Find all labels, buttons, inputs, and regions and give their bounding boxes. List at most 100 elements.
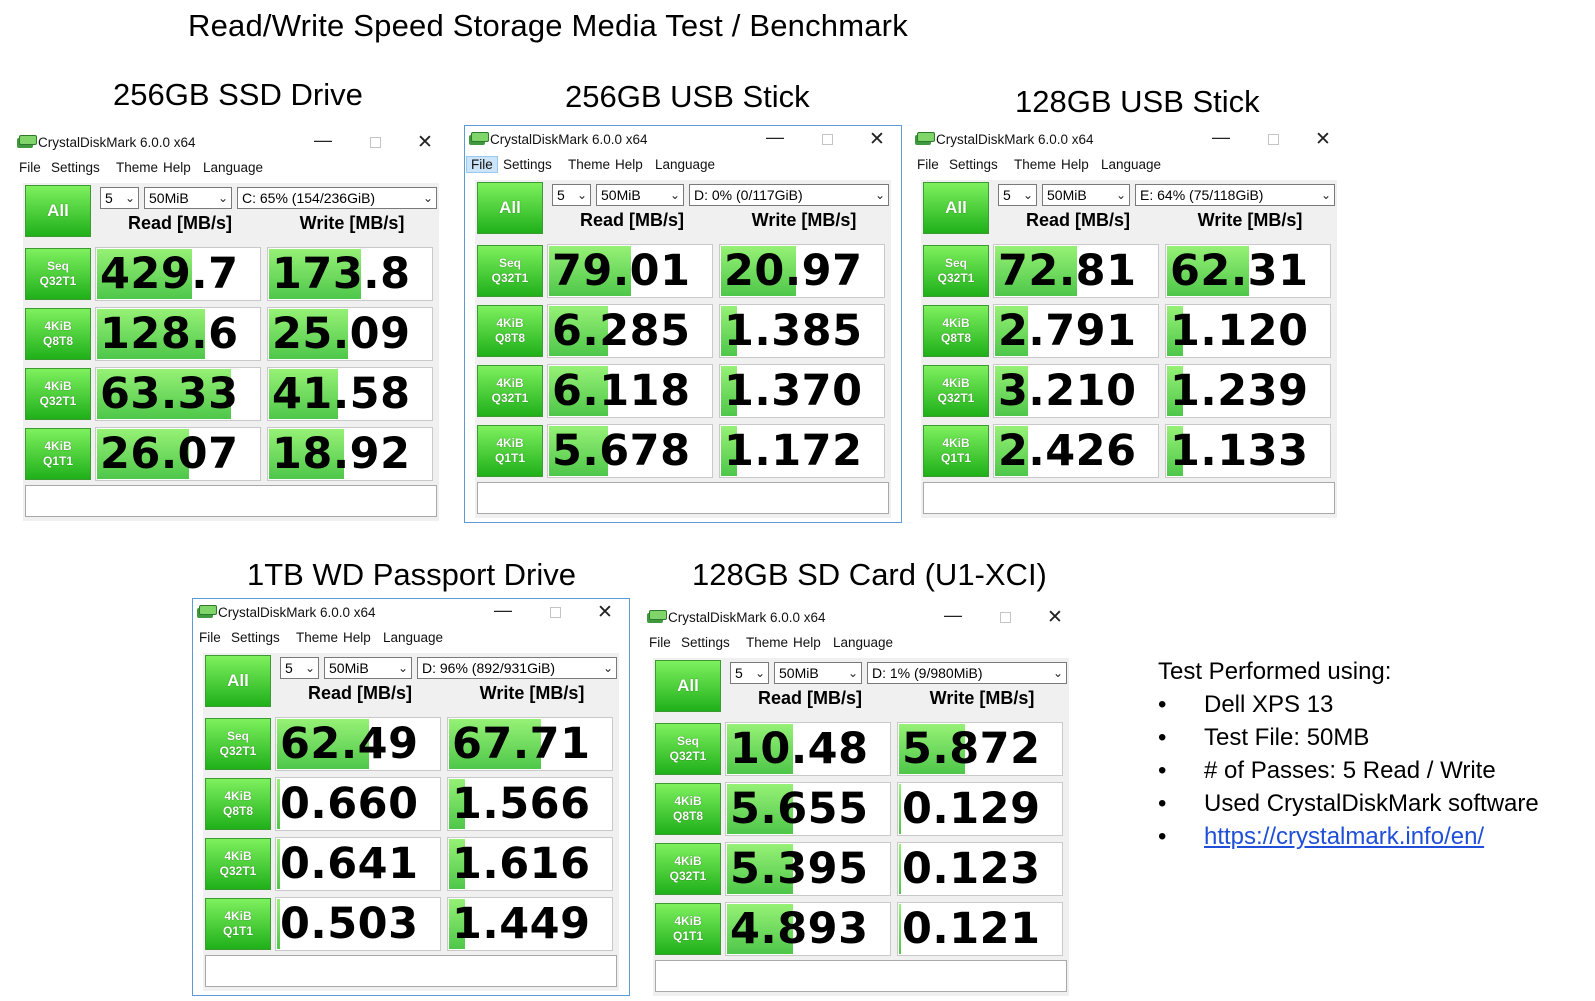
test-button[interactable]: 4KiB Q8T8 <box>655 783 721 835</box>
test-button[interactable]: 4KiB Q32T1 <box>923 365 989 417</box>
all-button[interactable]: All <box>205 655 271 707</box>
menu-item[interactable]: Theme <box>116 160 159 175</box>
test-button[interactable]: 4KiB Q1T1 <box>205 898 271 950</box>
menu-item[interactable]: Language <box>1101 157 1162 172</box>
test-count-select[interactable]: 5 ⌄ <box>998 184 1037 206</box>
maximize-button[interactable] <box>991 606 1019 628</box>
all-button[interactable]: All <box>923 182 989 234</box>
close-button[interactable]: ✕ <box>1315 128 1331 150</box>
comment-field[interactable] <box>25 485 437 517</box>
note-item: • Used CrystalDiskMark software <box>1158 787 1539 820</box>
test-button[interactable]: 4KiB Q32T1 <box>25 368 91 420</box>
close-button[interactable]: ✕ <box>417 131 433 153</box>
menu-item[interactable]: Theme <box>1014 157 1057 172</box>
title-bar[interactable]: CrystalDiskMark 6.0.0 x64 — ✕ <box>465 126 901 152</box>
menu-item[interactable]: Settings <box>681 635 730 650</box>
all-button[interactable]: All <box>655 660 721 712</box>
test-size-select[interactable]: 50MiB ⌄ <box>774 662 862 684</box>
all-button[interactable]: All <box>25 185 91 237</box>
menu-item[interactable]: Help <box>343 630 371 645</box>
menu-item[interactable]: Language <box>203 160 264 175</box>
all-button[interactable]: All <box>477 182 543 234</box>
test-button[interactable]: 4KiB Q32T1 <box>205 838 271 890</box>
test-count-select[interactable]: 5 ⌄ <box>100 187 139 209</box>
test-size-select[interactable]: 50MiB ⌄ <box>1042 184 1130 206</box>
notes-list: • Dell XPS 13 • Test File: 50MB • # of Pass… <box>1158 688 1539 853</box>
comment-field[interactable] <box>923 482 1335 514</box>
test-button[interactable]: 4KiB Q1T1 <box>25 428 91 480</box>
title-bar[interactable]: CrystalDiskMark 6.0.0 x64 — ✕ <box>193 599 629 625</box>
test-button[interactable]: Seq Q32T1 <box>655 723 721 775</box>
minimize-button[interactable]: — <box>944 604 962 625</box>
drive-select[interactable]: D: 0% (0/117GiB) ⌄ <box>689 184 889 206</box>
test-button[interactable]: 4KiB Q1T1 <box>655 903 721 955</box>
test-button[interactable]: 4KiB Q8T8 <box>25 308 91 360</box>
test-size-select[interactable]: 50MiB ⌄ <box>596 184 684 206</box>
minimize-button[interactable]: — <box>314 129 332 150</box>
drive-select[interactable]: C: 65% (154/236GiB) ⌄ <box>237 187 437 209</box>
menu-item[interactable]: Language <box>833 635 894 650</box>
menu-item[interactable]: Theme <box>296 630 339 645</box>
menu-item[interactable]: File <box>649 635 671 650</box>
test-button[interactable]: Seq Q32T1 <box>477 245 543 297</box>
write-bar <box>899 724 965 774</box>
maximize-button[interactable] <box>1259 128 1287 150</box>
test-count-select[interactable]: 5 ⌄ <box>552 184 591 206</box>
test-button[interactable]: 4KiB Q8T8 <box>923 305 989 357</box>
bullet-icon: • <box>1158 691 1167 718</box>
test-count-select[interactable]: 5 ⌄ <box>730 662 769 684</box>
comment-field[interactable] <box>655 960 1067 992</box>
menu-item[interactable]: File <box>19 160 41 175</box>
menu-item[interactable]: Settings <box>231 630 280 645</box>
note-item: • Test File: 50MB <box>1158 721 1539 754</box>
title-bar[interactable]: CrystalDiskMark 6.0.0 x64 — ✕ <box>13 129 449 155</box>
test-button[interactable]: 4KiB Q1T1 <box>477 425 543 477</box>
menu-item[interactable]: Help <box>615 157 643 172</box>
drive-select[interactable]: D: 96% (892/931GiB) ⌄ <box>417 657 617 679</box>
test-size-select[interactable]: 50MiB ⌄ <box>144 187 232 209</box>
drive-select[interactable]: E: 64% (75/118GiB) ⌄ <box>1135 184 1335 206</box>
menu-item[interactable]: Theme <box>746 635 789 650</box>
menu-item[interactable]: Settings <box>503 157 552 172</box>
crystalmark-link[interactable]: https://crystalmark.info/en/ <box>1204 823 1485 850</box>
test-button[interactable]: Seq Q32T1 <box>25 248 91 300</box>
test-count-select[interactable]: 5 ⌄ <box>280 657 319 679</box>
test-button[interactable]: 4KiB Q1T1 <box>923 425 989 477</box>
test-button[interactable]: 4KiB Q8T8 <box>477 305 543 357</box>
comment-field[interactable] <box>477 482 889 514</box>
test-button[interactable]: 4KiB Q32T1 <box>477 365 543 417</box>
minimize-button[interactable]: — <box>1212 126 1230 147</box>
close-button[interactable]: ✕ <box>869 128 885 150</box>
menu-item[interactable]: File <box>466 156 498 173</box>
menu-item[interactable]: Settings <box>949 157 998 172</box>
test-size-select[interactable]: 50MiB ⌄ <box>324 657 412 679</box>
comment-field[interactable] <box>205 955 617 987</box>
maximize-button[interactable] <box>813 128 841 150</box>
test-button[interactable]: 4KiB Q32T1 <box>655 843 721 895</box>
read-result: 4.893 <box>725 902 891 956</box>
test-button[interactable]: Seq Q32T1 <box>923 245 989 297</box>
menu-item[interactable]: Help <box>793 635 821 650</box>
menu-item[interactable]: File <box>199 630 221 645</box>
write-result: 1.120 <box>1165 304 1331 358</box>
minimize-button[interactable]: — <box>494 599 512 620</box>
read-result: 63.33 <box>95 367 261 421</box>
minimize-button[interactable]: — <box>766 126 784 147</box>
menu-item[interactable]: Help <box>163 160 191 175</box>
drive-select[interactable]: D: 1% (9/980MiB) ⌄ <box>867 662 1067 684</box>
menu-item[interactable]: Settings <box>51 160 100 175</box>
menu-item[interactable]: Help <box>1061 157 1089 172</box>
close-button[interactable]: ✕ <box>1047 606 1063 628</box>
close-button[interactable]: ✕ <box>597 601 613 623</box>
menu-item[interactable]: Theme <box>568 157 611 172</box>
maximize-button[interactable] <box>541 601 569 623</box>
title-bar[interactable]: CrystalDiskMark 6.0.0 x64 — ✕ <box>911 126 1347 152</box>
menu-item[interactable]: File <box>917 157 939 172</box>
test-button[interactable]: Seq Q32T1 <box>205 718 271 770</box>
title-bar[interactable]: CrystalDiskMark 6.0.0 x64 — ✕ <box>643 604 1079 630</box>
menu-item[interactable]: Language <box>655 157 716 172</box>
test-type: 4KiB <box>44 319 72 333</box>
menu-item[interactable]: Language <box>383 630 444 645</box>
maximize-button[interactable] <box>361 131 389 153</box>
test-button[interactable]: 4KiB Q8T8 <box>205 778 271 830</box>
